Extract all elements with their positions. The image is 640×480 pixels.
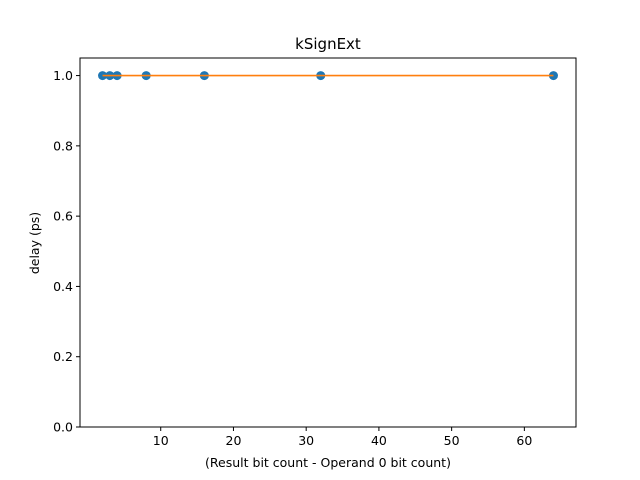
series-layer bbox=[98, 71, 558, 81]
y-tick-label: 0.6 bbox=[53, 209, 73, 224]
y-tick-label: 1.0 bbox=[53, 68, 73, 83]
x-axis-label: (Result bit count - Operand 0 bit count) bbox=[205, 455, 451, 470]
y-tick-label: 0.4 bbox=[53, 279, 73, 294]
y-tick-label: 0.8 bbox=[53, 138, 73, 153]
x-tick-label: 50 bbox=[444, 433, 460, 448]
y-axis: 0.0 0.2 0.4 0.6 0.8 1.0 bbox=[53, 68, 80, 435]
y-axis-label: delay (ps) bbox=[27, 212, 42, 274]
x-tick-label: 10 bbox=[153, 433, 169, 448]
y-tick-label: 0.0 bbox=[53, 420, 73, 435]
x-axis: 10 20 30 40 50 60 bbox=[153, 427, 532, 448]
x-tick-label: 40 bbox=[371, 433, 387, 448]
x-tick-label: 20 bbox=[226, 433, 242, 448]
x-tick-label: 30 bbox=[298, 433, 314, 448]
y-tick-label: 0.2 bbox=[53, 349, 73, 364]
chart-title: kSignExt bbox=[295, 35, 361, 53]
x-tick-label: 60 bbox=[516, 433, 532, 448]
axes-frame bbox=[79, 57, 577, 428]
